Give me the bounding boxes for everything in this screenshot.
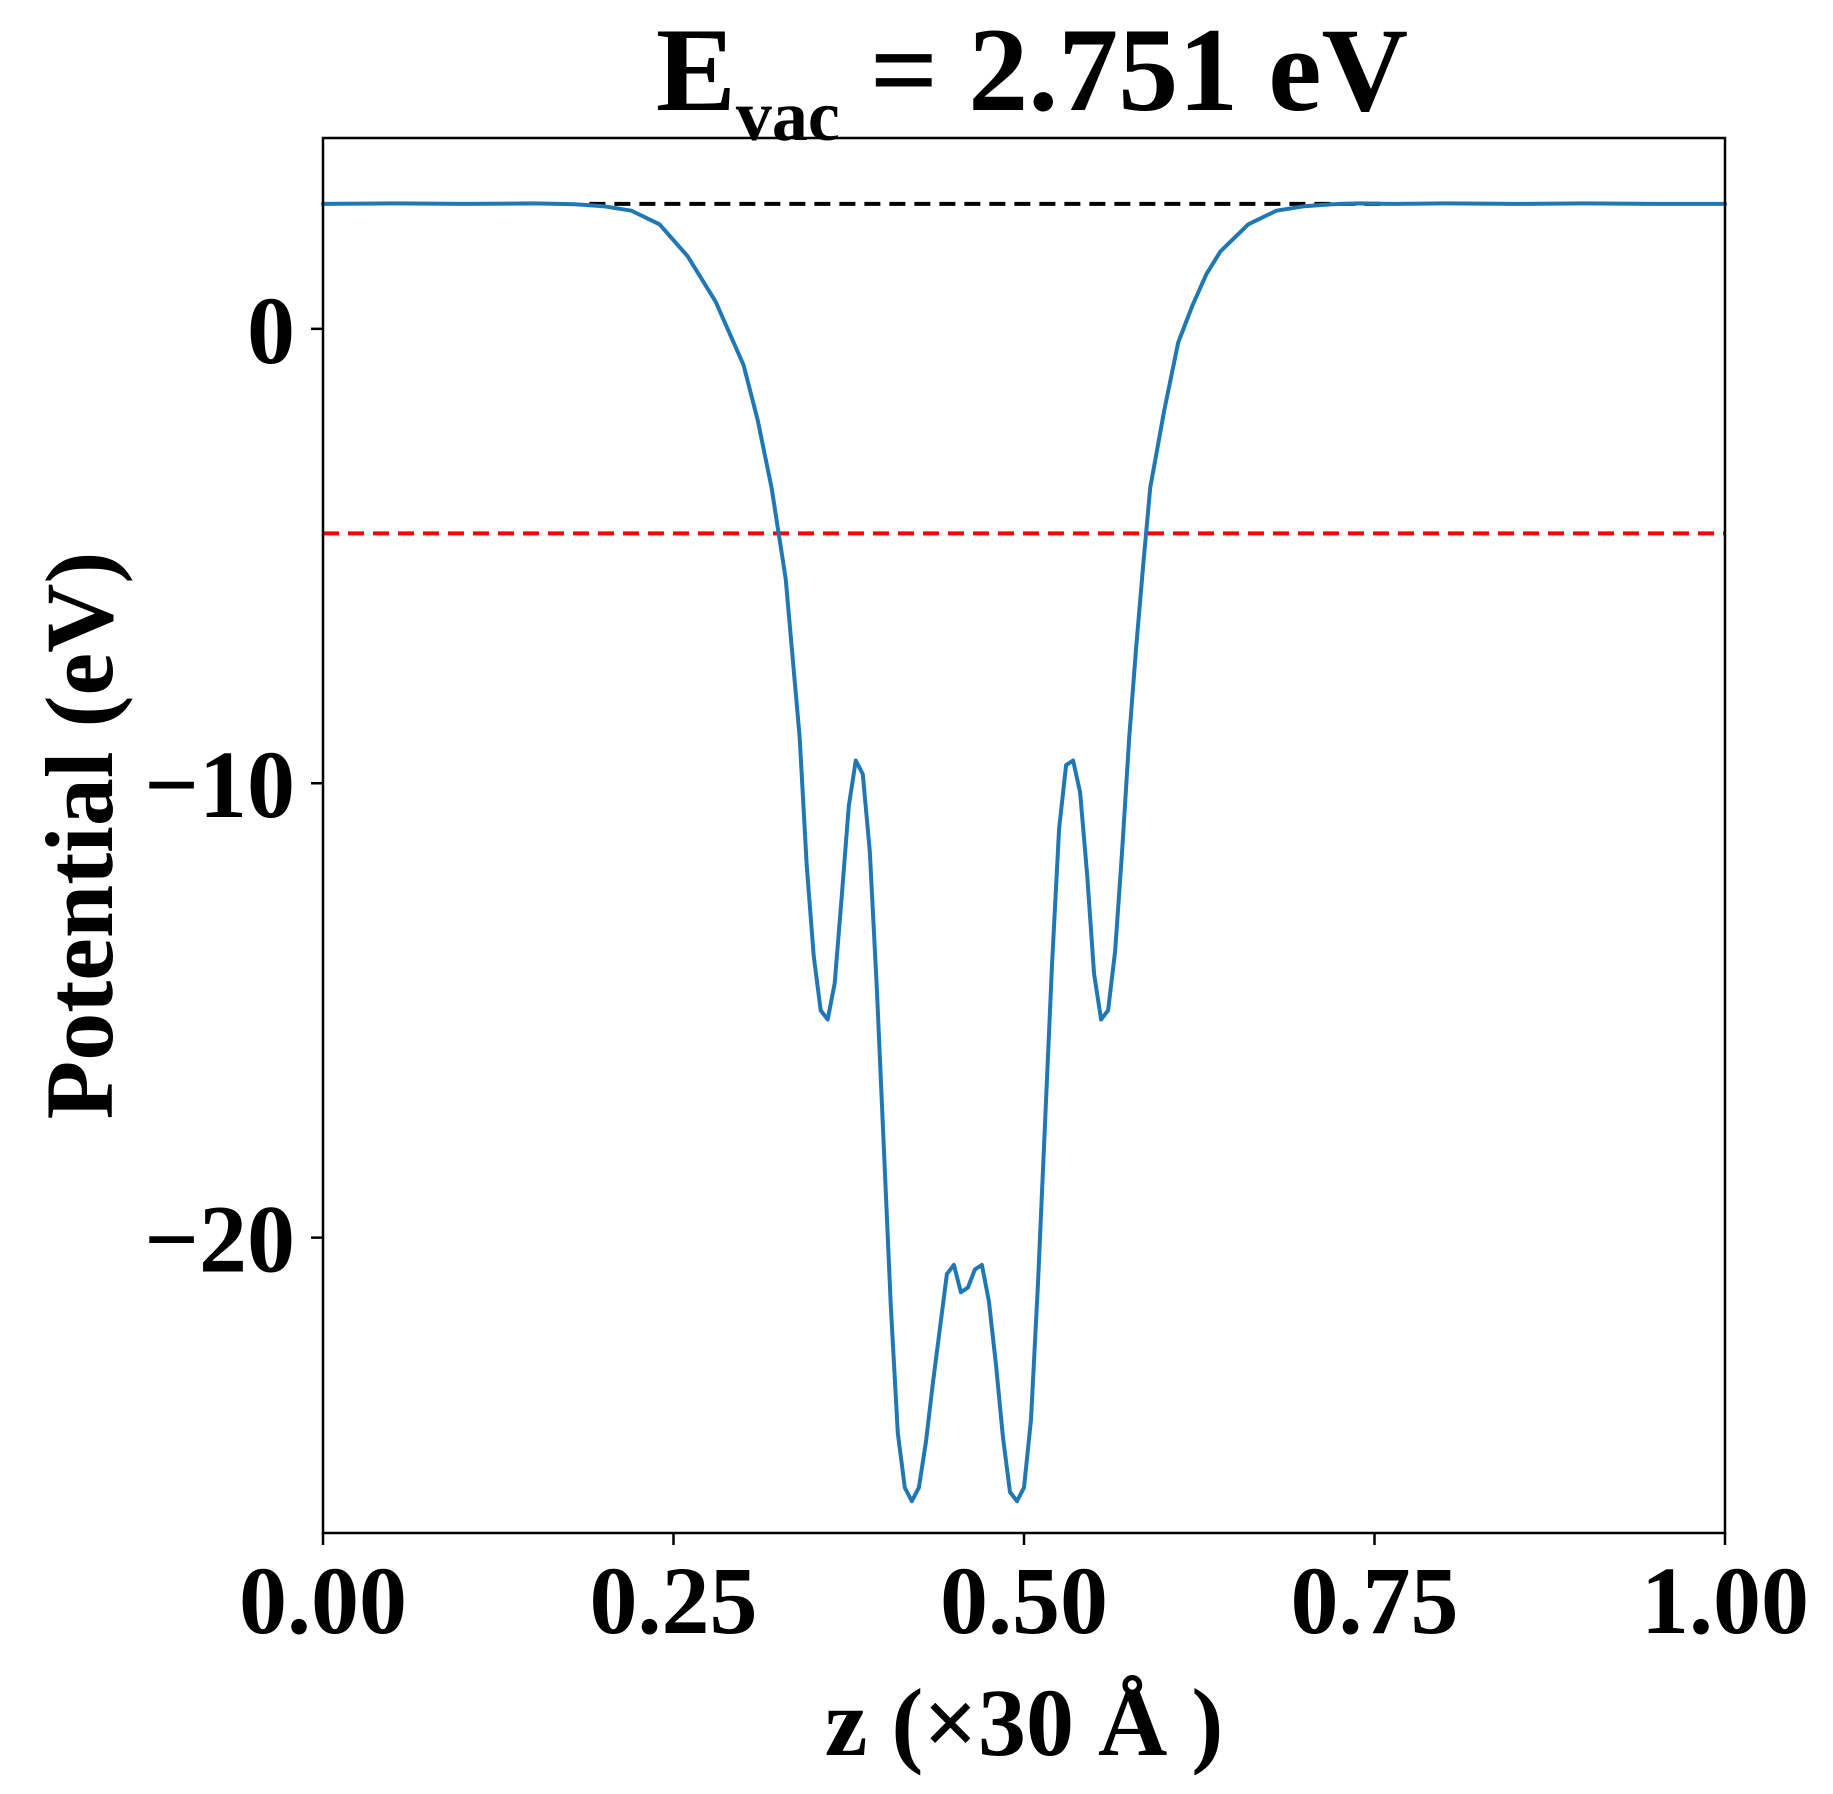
title-main: E: [656, 3, 736, 136]
title-rest: = 2.751 eV: [840, 3, 1408, 136]
x-tick-label-3: 0.75: [1291, 1547, 1459, 1654]
plot-frame: [321, 136, 1727, 1535]
x-tick-label-2: 0.50: [940, 1547, 1108, 1654]
x-tick-label-1: 0.25: [590, 1547, 758, 1654]
y-axis-label: Potential (eV): [26, 552, 133, 1120]
y-axis-ticks: 0 −10 −20: [144, 277, 323, 1293]
series-layer: [321, 201, 1727, 1504]
chart-title: Evac = 2.751 eV: [656, 3, 1408, 156]
title-subscript: vac: [736, 76, 840, 156]
y-tick-label-2: −20: [144, 1186, 295, 1293]
series-line-0: [321, 201, 1727, 1504]
reference-lines: [323, 201, 1725, 536]
x-tick-label-0: 0.00: [239, 1547, 407, 1654]
x-tick-label-4: 1.00: [1641, 1547, 1809, 1654]
y-tick-label-1: −10: [144, 731, 295, 838]
x-axis-ticks: 0.00 0.25 0.50 0.75 1.00: [239, 1533, 1809, 1654]
x-axis-label: z (×30 Å ): [825, 1669, 1224, 1776]
y-tick-label-0: 0: [247, 277, 295, 384]
